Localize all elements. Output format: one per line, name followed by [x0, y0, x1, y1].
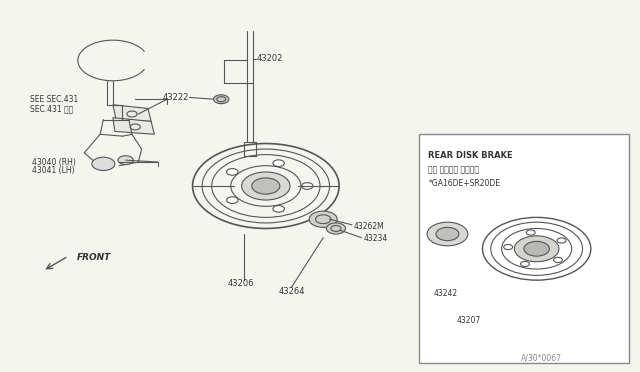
Circle shape	[557, 238, 566, 243]
Circle shape	[504, 244, 513, 250]
Text: 43264: 43264	[278, 287, 305, 296]
Circle shape	[309, 211, 337, 227]
Circle shape	[524, 241, 549, 256]
Circle shape	[252, 178, 280, 194]
Circle shape	[214, 95, 229, 104]
Text: 43041 (LH): 43041 (LH)	[32, 166, 75, 175]
Text: REAR DISK BRAKE: REAR DISK BRAKE	[428, 151, 513, 160]
Circle shape	[326, 223, 346, 234]
Circle shape	[227, 197, 238, 203]
Circle shape	[92, 157, 115, 170]
Polygon shape	[113, 105, 151, 121]
Text: SEC.431 参照: SEC.431 参照	[30, 104, 74, 113]
Text: 43222: 43222	[163, 93, 189, 102]
Circle shape	[227, 169, 238, 175]
Text: SEE SEC.431: SEE SEC.431	[30, 95, 78, 104]
Text: 43242: 43242	[433, 289, 458, 298]
Bar	[419, 134, 629, 363]
Circle shape	[427, 222, 468, 246]
Circle shape	[118, 156, 133, 164]
Text: 43202: 43202	[256, 54, 283, 63]
Text: *GA16DE+SR20DE: *GA16DE+SR20DE	[428, 179, 500, 187]
Text: 43262M: 43262M	[353, 222, 384, 231]
Text: 43040 (RH): 43040 (RH)	[32, 157, 76, 167]
Circle shape	[273, 205, 284, 212]
Text: リヤ ディスク ブレーキ: リヤ ディスク ブレーキ	[428, 166, 479, 175]
Circle shape	[242, 172, 290, 200]
Circle shape	[301, 183, 313, 189]
Text: FRONT: FRONT	[77, 253, 111, 263]
Circle shape	[273, 160, 284, 167]
Circle shape	[526, 230, 535, 235]
Text: 43207: 43207	[457, 316, 481, 325]
Text: A/30*0067: A/30*0067	[521, 353, 562, 362]
Polygon shape	[113, 118, 154, 134]
Circle shape	[554, 257, 563, 263]
Text: 43234: 43234	[364, 234, 388, 243]
Circle shape	[436, 227, 459, 241]
Text: 43206: 43206	[228, 279, 254, 288]
Circle shape	[515, 236, 559, 262]
Circle shape	[520, 262, 529, 266]
